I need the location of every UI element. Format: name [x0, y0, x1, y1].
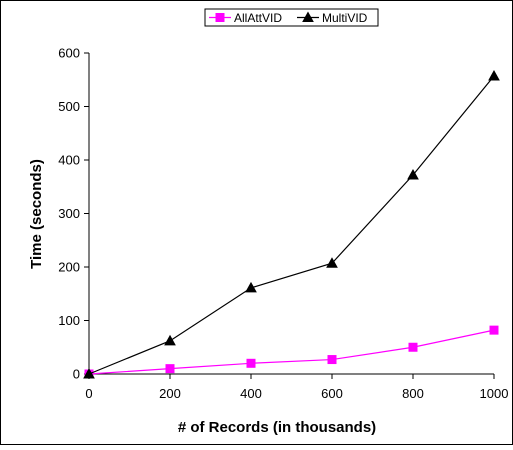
y-tick-label: 400: [58, 153, 80, 168]
legend-box: [204, 8, 379, 27]
data-point-multivid: [83, 367, 95, 379]
legend-marker-allattvid: [215, 13, 225, 22]
data-point-allattvid: [489, 325, 499, 335]
series-layer: [83, 69, 500, 379]
data-point-allattvid: [246, 358, 256, 368]
data-point-multivid: [407, 168, 419, 180]
x-axis-ticks: 0 200 400 600 800 1000: [85, 374, 508, 401]
y-tick-label: 200: [58, 260, 80, 275]
y-tick-label: 300: [58, 206, 80, 221]
legend-label-multivid: MultiVID: [322, 11, 368, 25]
series-line-multivid: [88, 75, 495, 375]
x-tick-label: 0: [85, 386, 92, 401]
y-tick-label: 500: [58, 99, 80, 114]
data-point-multivid: [164, 334, 176, 346]
x-tick-label: 1000: [480, 386, 509, 401]
y-axis-title: Time (seconds): [28, 159, 45, 269]
data-point-allattvid: [408, 342, 418, 352]
data-point-allattvid: [327, 355, 337, 365]
x-axis-title: # of Records (in thousands): [178, 419, 376, 436]
y-tick-label: 100: [58, 313, 80, 328]
x-tick-label: 600: [321, 386, 343, 401]
x-tick-label: 200: [159, 386, 181, 401]
legend-label-allattvid: AllAttVID: [234, 11, 282, 25]
series-line-allattvid: [88, 329, 495, 375]
legend-marker-multivid: [302, 11, 314, 22]
data-point-multivid: [326, 257, 338, 268]
y-axis-ticks: 0 100 200 300 400 500 600: [58, 46, 89, 382]
legend: AllAttVID MultiVID: [209, 11, 368, 25]
x-tick-label: 800: [402, 386, 424, 401]
y-tick-label: 600: [58, 46, 80, 61]
x-tick-label: 400: [240, 386, 262, 401]
y-tick-label: 0: [73, 367, 80, 382]
data-point-allattvid: [165, 364, 175, 374]
data-point-multivid: [488, 69, 500, 81]
data-point-multivid: [245, 281, 257, 293]
